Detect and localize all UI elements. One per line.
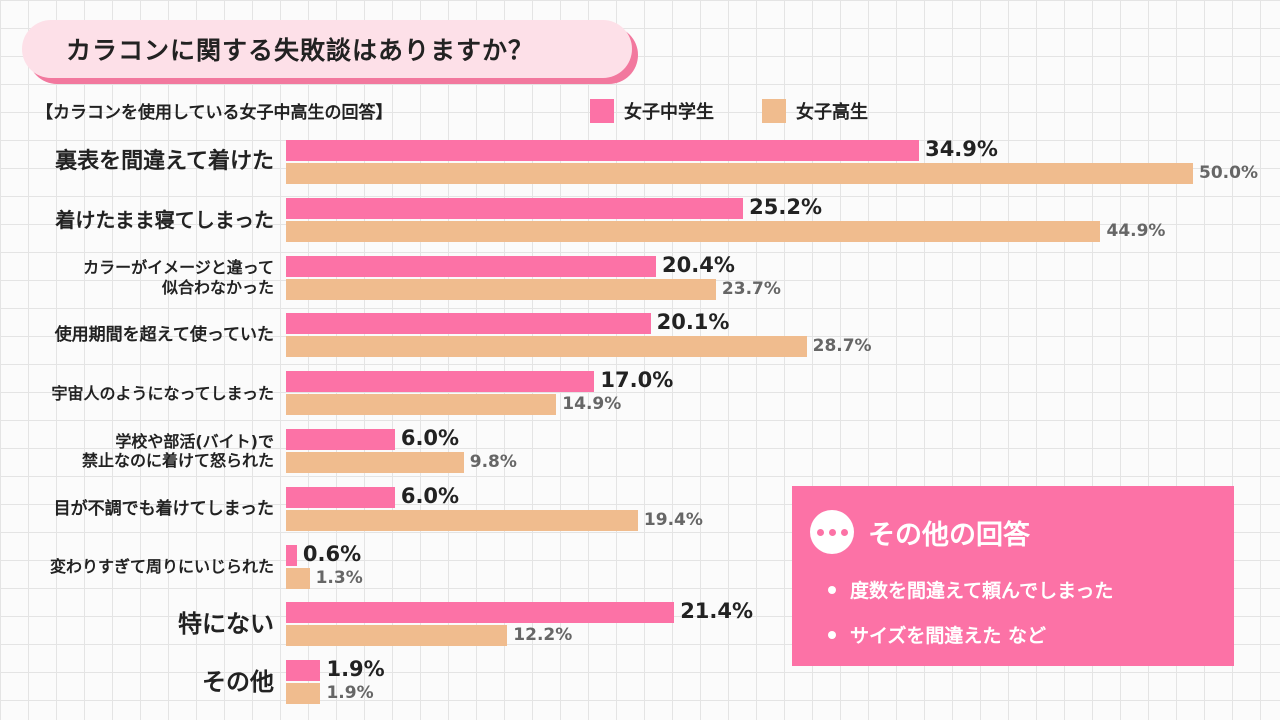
category-label-line: 裏表を間違えて着けた (55, 148, 274, 174)
bar-high-school (286, 220, 1101, 242)
category-label: 特にない (178, 610, 274, 639)
category-label-line: 禁止なのに着けて怒られた (81, 450, 274, 470)
bar-high-school (286, 163, 1193, 184)
bar-high-school (286, 336, 807, 358)
legend-item-high-school: 女子高生 (762, 98, 868, 124)
category-label: その他 (202, 668, 274, 697)
value-label-junior-high: 20.1% (656, 310, 730, 335)
category-label: 宇宙人のようになってしまった (51, 384, 274, 403)
value-label-junior-high: 20.4% (662, 252, 735, 277)
bar-junior-high (286, 197, 744, 219)
other-answers-title: その他の回答 (868, 519, 1030, 551)
value-label-high-school: 50.0% (1199, 163, 1258, 183)
bar-junior-high (286, 313, 651, 335)
value-label-high-school: 9.8% (469, 452, 517, 472)
legend-label-junior-high: 女子中学生 (624, 102, 714, 123)
bar-junior-high (286, 486, 395, 508)
value-label-junior-high: 1.9% (326, 657, 385, 682)
bar-junior-high (286, 602, 675, 624)
bar-junior-high (286, 660, 321, 682)
bullet-icon (828, 585, 836, 594)
bar-high-school (286, 625, 508, 647)
value-label-junior-high: 6.0% (400, 483, 460, 508)
bar-junior-high (286, 140, 920, 161)
other-answer-text: サイズを間違えた など (850, 625, 1047, 647)
value-label-high-school: 44.9% (1106, 220, 1166, 241)
category-label: 学校や部活(バイト)で 禁止なのに着けて怒られた (82, 432, 274, 470)
bar-junior-high (286, 371, 595, 393)
chart-subtitle: 【カラコンを使用している女子中高生の回答】 (36, 103, 393, 123)
category-label-line: 変わりすぎて周りにいじられた (49, 557, 274, 576)
value-label-junior-high: 25.2% (749, 194, 822, 219)
category-label-line: 目が不調でも着けてしまった (53, 498, 274, 519)
category-label: 使用期間を超えて使っていた (55, 325, 274, 345)
category-label-line: 特にない (178, 610, 274, 638)
value-label-high-school: 1.3% (315, 567, 363, 588)
legend-label-high-school: 女子高生 (796, 102, 868, 123)
bar-high-school (286, 683, 321, 705)
category-label-line: 似合わなかった (161, 277, 274, 297)
category-label-line: 着けたまま寝てしまった (55, 207, 274, 232)
category-label: 変わりすぎて周りにいじられた (50, 557, 274, 576)
other-answer-text: 度数を間違えて頼んでしまった (850, 580, 1114, 602)
bar-high-school (286, 452, 464, 473)
category-label-line: 学校や部活(バイト)で (115, 431, 274, 451)
category-label-line: 使用期間を超えて使っていた (54, 325, 274, 346)
bar-high-school (286, 509, 638, 531)
category-label: 目が不調でも着けてしまった (54, 499, 274, 519)
category-label: 着けたまま寝てしまった (55, 208, 274, 232)
value-label-junior-high: 0.6% (302, 541, 362, 566)
value-label-junior-high: 21.4% (680, 599, 754, 624)
value-label-high-school: 19.4% (643, 509, 703, 530)
bullet-icon (828, 630, 836, 639)
value-label-high-school: 23.7% (721, 278, 781, 299)
legend-swatch-junior-high (590, 99, 614, 123)
value-label-high-school: 14.9% (562, 394, 622, 415)
value-label-junior-high: 34.9% (925, 137, 998, 161)
other-answer-item: 度数を間違えて頼んでしまった (828, 576, 1234, 603)
legend-item-junior-high: 女子中学生 (590, 98, 714, 124)
value-label-junior-high: 6.0% (400, 426, 460, 450)
bar-high-school (286, 278, 716, 300)
bar-junior-high (286, 544, 297, 566)
speech-dots-icon (810, 510, 854, 554)
chart-title: カラコンに関する失敗談はありますか？ (22, 20, 632, 78)
other-answers-box: その他の回答 度数を間違えて頼んでしまった サイズを間違えた など (792, 486, 1234, 666)
value-label-high-school: 12.2% (513, 625, 573, 646)
category-label-line: 宇宙人のようになってしまった (51, 383, 274, 403)
bar-high-school (286, 394, 557, 416)
category-label-line: その他 (202, 667, 274, 696)
bar-junior-high (286, 255, 657, 277)
value-label-junior-high: 17.0% (600, 368, 674, 393)
category-label: カラーがイメージと違って 似合わなかった (83, 258, 274, 296)
legend-swatch-high-school (762, 99, 786, 123)
category-label: 裏表を間違えて着けた (55, 149, 274, 175)
value-label-high-school: 1.9% (326, 683, 374, 704)
other-answer-item: サイズを間違えた など (828, 621, 1234, 648)
bar-junior-high (286, 429, 395, 450)
bar-high-school (286, 567, 310, 589)
value-label-high-school: 28.7% (812, 336, 872, 357)
category-label-line: カラーがイメージと違って (83, 258, 274, 278)
